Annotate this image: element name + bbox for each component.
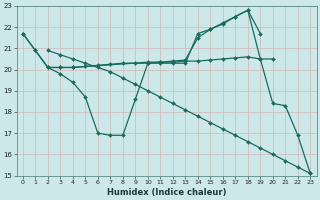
- X-axis label: Humidex (Indice chaleur): Humidex (Indice chaleur): [107, 188, 226, 197]
